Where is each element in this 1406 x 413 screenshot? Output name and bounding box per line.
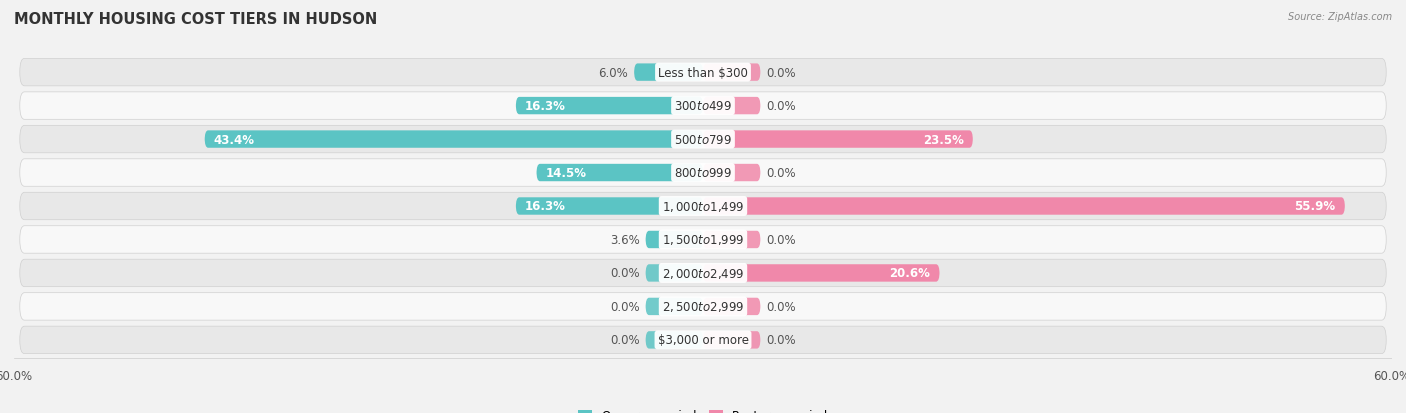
FancyBboxPatch shape: [20, 93, 1386, 120]
Text: 0.0%: 0.0%: [610, 300, 640, 313]
Text: $1,000 to $1,499: $1,000 to $1,499: [662, 199, 744, 214]
FancyBboxPatch shape: [516, 198, 703, 215]
FancyBboxPatch shape: [20, 193, 1386, 220]
FancyBboxPatch shape: [20, 260, 1386, 287]
FancyBboxPatch shape: [537, 164, 703, 182]
Text: 6.0%: 6.0%: [599, 66, 628, 79]
Text: $500 to $799: $500 to $799: [673, 133, 733, 146]
Text: 3.6%: 3.6%: [610, 233, 640, 247]
FancyBboxPatch shape: [20, 159, 1386, 187]
Text: Source: ZipAtlas.com: Source: ZipAtlas.com: [1288, 12, 1392, 22]
FancyBboxPatch shape: [703, 331, 761, 349]
Text: 0.0%: 0.0%: [766, 100, 796, 113]
FancyBboxPatch shape: [645, 298, 703, 316]
FancyBboxPatch shape: [20, 226, 1386, 254]
FancyBboxPatch shape: [20, 126, 1386, 153]
Text: $1,500 to $1,999: $1,500 to $1,999: [662, 233, 744, 247]
Text: MONTHLY HOUSING COST TIERS IN HUDSON: MONTHLY HOUSING COST TIERS IN HUDSON: [14, 12, 377, 27]
Text: 16.3%: 16.3%: [524, 200, 565, 213]
FancyBboxPatch shape: [645, 331, 703, 349]
Text: 55.9%: 55.9%: [1295, 200, 1336, 213]
Text: 43.4%: 43.4%: [214, 133, 254, 146]
FancyBboxPatch shape: [645, 265, 703, 282]
FancyBboxPatch shape: [20, 59, 1386, 87]
FancyBboxPatch shape: [20, 326, 1386, 354]
FancyBboxPatch shape: [703, 97, 761, 115]
FancyBboxPatch shape: [703, 64, 761, 82]
Text: $800 to $999: $800 to $999: [673, 166, 733, 180]
Text: 23.5%: 23.5%: [922, 133, 963, 146]
FancyBboxPatch shape: [516, 97, 703, 115]
FancyBboxPatch shape: [634, 64, 703, 82]
Text: 14.5%: 14.5%: [546, 166, 586, 180]
FancyBboxPatch shape: [703, 298, 761, 316]
Text: $300 to $499: $300 to $499: [673, 100, 733, 113]
Legend: Owner-occupied, Renter-occupied: Owner-occupied, Renter-occupied: [572, 404, 834, 413]
FancyBboxPatch shape: [703, 265, 939, 282]
FancyBboxPatch shape: [205, 131, 703, 148]
FancyBboxPatch shape: [703, 131, 973, 148]
FancyBboxPatch shape: [703, 164, 761, 182]
Text: 0.0%: 0.0%: [766, 66, 796, 79]
FancyBboxPatch shape: [703, 198, 1346, 215]
Text: 16.3%: 16.3%: [524, 100, 565, 113]
FancyBboxPatch shape: [703, 231, 761, 249]
Text: $2,000 to $2,499: $2,000 to $2,499: [662, 266, 744, 280]
Text: 0.0%: 0.0%: [766, 300, 796, 313]
Text: $2,500 to $2,999: $2,500 to $2,999: [662, 300, 744, 313]
Text: 0.0%: 0.0%: [610, 334, 640, 347]
Text: Less than $300: Less than $300: [658, 66, 748, 79]
Text: 0.0%: 0.0%: [766, 166, 796, 180]
Text: 0.0%: 0.0%: [766, 334, 796, 347]
Text: 0.0%: 0.0%: [610, 267, 640, 280]
FancyBboxPatch shape: [20, 293, 1386, 320]
Text: $3,000 or more: $3,000 or more: [658, 334, 748, 347]
Text: 0.0%: 0.0%: [766, 233, 796, 247]
FancyBboxPatch shape: [645, 231, 703, 249]
Text: 20.6%: 20.6%: [890, 267, 931, 280]
